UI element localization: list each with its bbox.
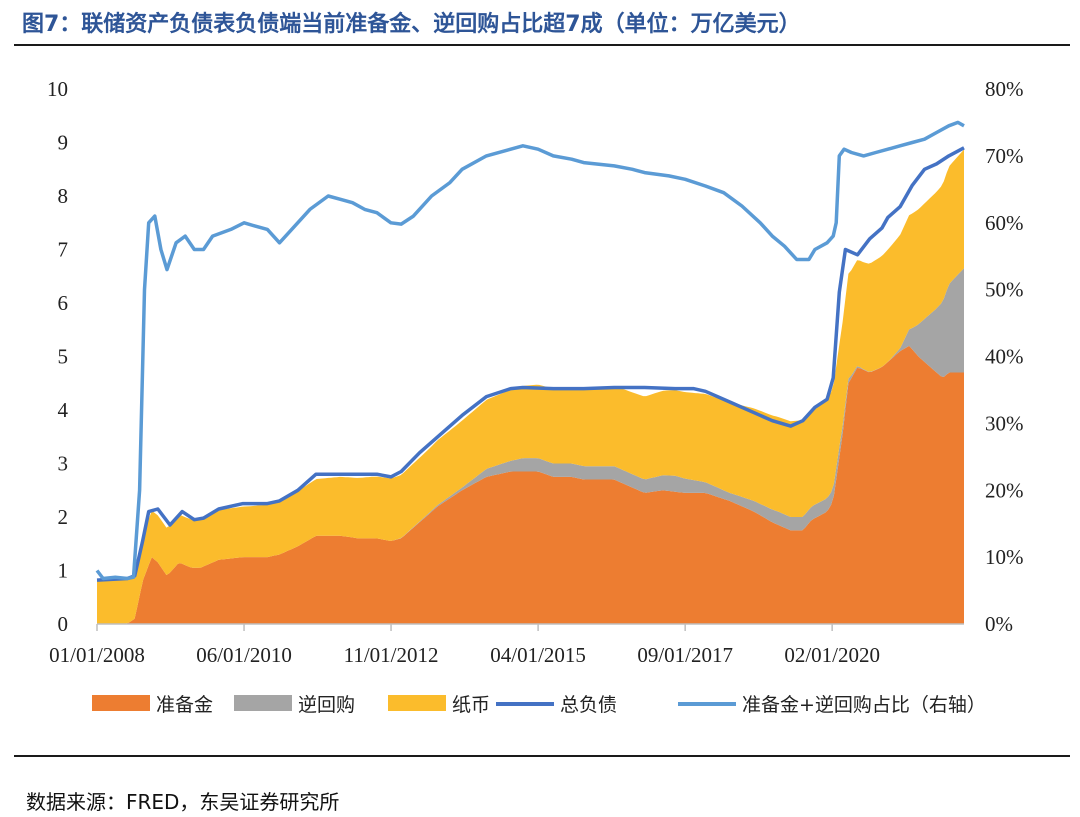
title-divider <box>14 44 1070 46</box>
left-y-tick-label: 5 <box>58 345 69 369</box>
left-y-tick-label: 7 <box>58 238 69 262</box>
left-y-tick-label: 8 <box>58 184 69 208</box>
bottom-divider <box>14 755 1070 757</box>
left-y-tick-label: 0 <box>58 612 69 636</box>
source-note: 数据来源：FRED，东吴证券研究所 <box>26 790 340 814</box>
right-y-tick-label: 40% <box>985 345 1024 369</box>
area-series-1 <box>97 345 964 624</box>
left-y-tick-label: 2 <box>58 505 69 529</box>
left-y-tick-label: 3 <box>58 452 69 476</box>
legend-label: 准备金 <box>156 694 213 716</box>
left-y-tick-label: 6 <box>58 291 69 315</box>
x-tick-label: 09/01/2017 <box>637 643 733 667</box>
left-y-tick-label: 1 <box>58 559 69 583</box>
right-y-tick-label: 50% <box>985 278 1024 302</box>
legend-label: 总负债 <box>560 694 617 716</box>
x-tick-label: 02/01/2020 <box>784 643 880 667</box>
x-tick-label: 04/01/2015 <box>490 643 586 667</box>
x-tick-label: 11/01/2012 <box>344 643 439 667</box>
left-y-tick-label: 9 <box>58 131 69 155</box>
legend-swatch <box>92 695 150 711</box>
right-y-tick-label: 70% <box>985 144 1024 168</box>
line-series-1 <box>96 146 965 582</box>
line-series-2 <box>95 120 965 581</box>
chart: 0 1 2 3 4 5 6 7 8 9 10 0% 10% 20% 30% 40% 50% 60% 70% 80% 01… <box>47 77 1024 716</box>
x-tick-label: 01/01/2008 <box>49 643 145 667</box>
right-y-tick-label: 30% <box>985 411 1024 435</box>
legend-label: 准备金+逆回购占比（右轴） <box>742 694 986 716</box>
page-title: 图7：联储资产负债表负债端当前准备金、逆回购占比超7成（单位：万亿美元） <box>22 12 801 37</box>
right-y-tick-label: 80% <box>985 77 1024 101</box>
right-y-tick-label: 60% <box>985 211 1024 235</box>
x-tick-label: 06/01/2010 <box>196 643 292 667</box>
right-y-tick-label: 20% <box>985 478 1024 502</box>
legend-label: 逆回购 <box>298 694 355 716</box>
legend-label: 纸币 <box>452 694 490 716</box>
left-y-tick-label: 4 <box>58 398 69 422</box>
right-y-tick-label: 0% <box>985 612 1013 636</box>
left-y-tick-label: 10 <box>47 77 68 101</box>
right-y-tick-label: 10% <box>985 545 1024 569</box>
legend-swatch <box>234 695 292 711</box>
legend-swatch <box>388 695 446 711</box>
